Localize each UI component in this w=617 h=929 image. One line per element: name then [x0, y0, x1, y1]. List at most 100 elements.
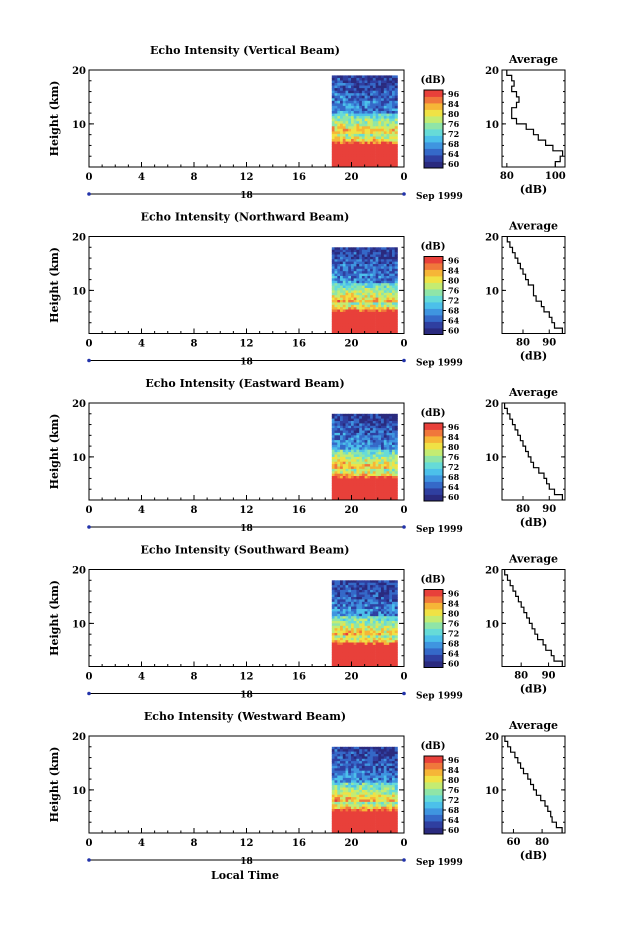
heatmap-cell [337, 103, 341, 107]
heatmap-cell [364, 476, 368, 479]
heatmap-cell [383, 749, 387, 752]
heatmap-cell [351, 326, 355, 330]
heatmap-cell [381, 758, 385, 762]
heatmap-cell [340, 154, 344, 158]
heatmap-cell [381, 625, 385, 629]
heatmap-cell [331, 311, 335, 315]
heatmap-cell [334, 580, 338, 584]
heatmap-cell [348, 331, 352, 334]
heatmap-cell [351, 754, 355, 757]
heatmap-cell [375, 640, 379, 643]
heatmap-cell [375, 635, 379, 639]
heatmap-cell [340, 461, 344, 465]
heatmap-cell [383, 288, 387, 291]
heatmap-cell [359, 585, 363, 588]
heatmap-cell [367, 816, 371, 819]
heatmap-cell [381, 131, 385, 135]
heatmap-cell [356, 252, 360, 255]
heatmap-cell [340, 264, 344, 267]
heatmap-cell [389, 758, 393, 762]
heatmap-cell [348, 442, 352, 446]
heatmap-cell [348, 256, 352, 260]
heatmap-cell [381, 423, 385, 427]
heatmap-cell [381, 782, 385, 786]
heatmap-cell [372, 154, 376, 158]
heatmap-cell [353, 271, 357, 274]
heatmap-cell [386, 471, 390, 475]
heatmap-cell [342, 630, 346, 634]
heatmap-cell [370, 280, 374, 284]
heatmap-cell [361, 430, 365, 434]
heatmap-cell [361, 444, 365, 448]
heatmap-cell [378, 599, 382, 603]
heatmap-cell [353, 799, 357, 803]
heatmap-cell [337, 792, 341, 796]
heatmap-cell [334, 654, 338, 658]
heatmap-cell [386, 159, 390, 163]
heatmap-cell [370, 256, 374, 260]
heatmap-cell [367, 454, 371, 458]
heatmap-cell [359, 777, 363, 781]
heatmap-cell [394, 597, 398, 600]
heatmap-cell [359, 316, 363, 320]
heatmap-cell [345, 316, 349, 320]
heatmap-cell [381, 425, 385, 429]
heatmap-cell [394, 432, 398, 436]
heatmap-cell [381, 461, 385, 465]
heatmap-cell [361, 105, 365, 109]
heatmap-cell [370, 418, 374, 422]
heatmap-cell [370, 813, 374, 817]
heatmap-cell [348, 473, 352, 477]
heatmap-cell [383, 90, 387, 94]
heatmap-cell [345, 413, 349, 417]
heatmap-cell [334, 637, 338, 641]
heatmap-cell [394, 587, 398, 591]
heatmap-cell [342, 144, 346, 147]
heatmap-cell [348, 319, 352, 322]
heatmap-cell [351, 635, 355, 639]
heatmap-cell [372, 756, 376, 760]
heatmap-cell [351, 264, 355, 267]
heatmap-cell [361, 432, 365, 436]
heatmap-cell [356, 161, 360, 165]
heatmap-cell [348, 421, 352, 424]
heatmap-cell [381, 799, 385, 803]
heatmap-cell [375, 804, 379, 808]
heatmap-cell [342, 613, 346, 617]
heatmap-cell [375, 278, 379, 282]
heatmap-cell [381, 75, 385, 79]
heatmap-cell [342, 597, 346, 600]
heatmap-cell [375, 659, 379, 663]
heatmap-cell [359, 247, 363, 251]
heatmap-cell [375, 111, 379, 114]
heatmap-cell [367, 425, 371, 429]
heatmap-cell [381, 599, 385, 603]
heatmap-cell [351, 806, 355, 810]
heatmap-cell [372, 495, 376, 498]
heatmap-cell [359, 103, 363, 107]
heatmap-cell [331, 416, 335, 419]
heatmap-cell [372, 468, 376, 472]
heatmap-cell [340, 133, 344, 137]
heatmap-cell [386, 290, 390, 294]
heatmap-cell [340, 597, 344, 600]
heatmap-cell [331, 616, 335, 619]
heatmap-cell [359, 601, 363, 605]
heatmap-cell [386, 149, 390, 153]
heatmap-cell [370, 466, 374, 470]
heatmap-cell [361, 599, 365, 603]
heatmap-cell [367, 589, 371, 593]
heatmap-cell [342, 444, 346, 448]
heatmap-cell [351, 459, 355, 463]
heatmap-cell [383, 425, 387, 429]
heatmap-cell [389, 139, 393, 142]
heatmap-cell [345, 644, 349, 648]
heatmap-cell [378, 105, 382, 109]
heatmap-cell [386, 116, 390, 119]
heatmap-cell [334, 326, 338, 330]
heatmap-cell [394, 775, 398, 779]
heatmap-cell [389, 637, 393, 641]
heatmap-cell [331, 473, 335, 477]
heatmap-cell [359, 473, 363, 477]
heatmap-cell [394, 297, 398, 301]
